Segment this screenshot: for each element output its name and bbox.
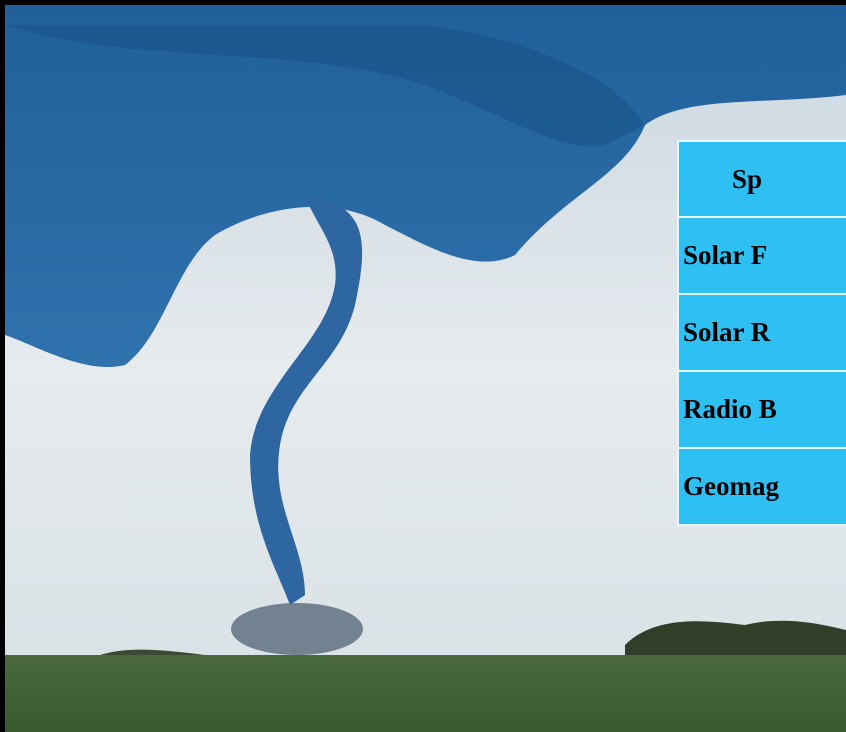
table-header: Sp [678, 141, 846, 217]
table-row: Geomag [678, 448, 846, 525]
page-body: Sp Solar F Solar R Radio B Geomag (() =>… [0, 0, 846, 732]
table-row: Solar R [678, 294, 846, 371]
slide: Sp Solar F Solar R Radio B Geomag [0, 0, 846, 732]
table-row: Solar F [678, 217, 846, 294]
hazard-table: Sp Solar F Solar R Radio B Geomag [677, 140, 846, 526]
table-row: Radio B [678, 371, 846, 448]
